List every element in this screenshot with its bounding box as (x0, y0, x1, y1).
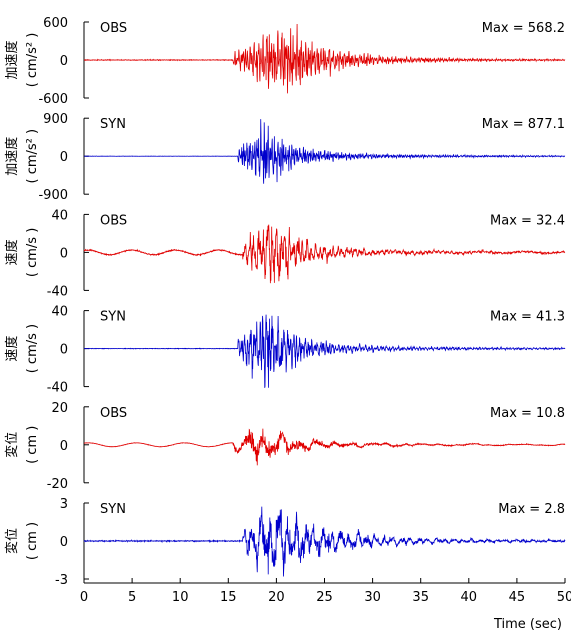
max-value-label: Max = 41.3 (490, 310, 565, 325)
x-tick-label: 35 (412, 590, 429, 605)
y-tick-label: 0 (60, 150, 68, 165)
x-tick-label: 45 (509, 590, 526, 605)
x-tick-label: 10 (172, 590, 189, 605)
x-axis: 0 5 10 15 20 25 30 35 40 45 50 Time (sec) (80, 578, 571, 632)
y-axis-unit: ( cm ) (25, 426, 40, 464)
y-tick-label: -20 (47, 477, 68, 492)
y-tick-label: 900 (43, 112, 68, 127)
y-axis-unit: ( cm/s ) (25, 228, 40, 277)
x-axis-label: Time (sec) (493, 617, 562, 632)
waveform-trace (83, 119, 566, 184)
y-axis-label: 加速度 (4, 137, 20, 176)
trace-kind-label: SYN (100, 117, 126, 132)
y-tick-label: 0 (60, 343, 68, 358)
waveform-trace (83, 24, 566, 94)
y-axis-label: 速度 (4, 336, 20, 362)
panel-4: 40 0 -40 SYN Max = 41.3 速度 ( cm/s ) (4, 305, 566, 396)
trace-kind-label: OBS (100, 21, 127, 36)
y-tick-label: 20 (51, 401, 68, 416)
trace-kind-label: OBS (100, 406, 127, 421)
panel-5: 20 0 -20 OBS Max = 10.8 変位 ( cm ) (4, 401, 566, 492)
x-tick-label: 40 (461, 590, 478, 605)
trace-kind-label: SYN (100, 502, 126, 517)
waveform-trace (83, 224, 566, 284)
waveform-trace (83, 428, 566, 466)
y-tick-label: -600 (38, 92, 68, 107)
y-axis-label: 速度 (4, 239, 20, 265)
panel-2: 900 0 -900 SYN Max = 877.1 加速度 ( cm/s² ) (4, 112, 566, 203)
x-tick-label: 20 (268, 590, 285, 605)
x-tick-label: 0 (80, 590, 88, 605)
y-tick-label: 0 (60, 535, 68, 550)
panel-3: 40 0 -40 OBS Max = 32.4 速度 ( cm/s ) (4, 208, 566, 299)
max-value-label: Max = 2.8 (498, 502, 565, 517)
y-axis-unit: ( cm/s² ) (25, 129, 40, 184)
trace-kind-label: SYN (100, 310, 126, 325)
y-axis-label: 変位 (4, 528, 20, 554)
panel-6: 3 0 -3 SYN Max = 2.8 変位 ( cm ) (4, 497, 566, 588)
panel-1: 600 0 -600 OBS Max = 568.2 加速度 ( cm/s² ) (4, 16, 566, 107)
max-value-label: Max = 32.4 (490, 213, 565, 228)
trace-kind-label: OBS (100, 213, 127, 228)
x-tick-label: 30 (364, 590, 381, 605)
y-tick-label: 0 (60, 439, 68, 454)
x-tick-label: 25 (316, 590, 333, 605)
y-axis-unit: ( cm/s ) (25, 324, 40, 373)
y-tick-label: 40 (51, 208, 68, 223)
y-tick-label: 40 (51, 305, 68, 320)
max-value-label: Max = 568.2 (482, 21, 565, 36)
y-tick-label: 3 (60, 497, 68, 512)
y-axis-unit: ( cm/s² ) (25, 33, 40, 88)
x-tick-label: 15 (220, 590, 237, 605)
y-tick-label: 0 (60, 54, 68, 69)
y-tick-label: -40 (47, 284, 68, 299)
y-tick-label: 0 (60, 246, 68, 261)
y-axis-unit: ( cm ) (25, 522, 40, 560)
y-axis-label: 変位 (4, 432, 20, 458)
waveform-trace (83, 506, 566, 577)
waveform-trace (83, 314, 566, 388)
x-tick-label: 5 (128, 590, 136, 605)
y-tick-label: -3 (55, 573, 68, 588)
max-value-label: Max = 877.1 (482, 117, 565, 132)
y-axis-label: 加速度 (4, 40, 20, 79)
y-tick-label: 600 (43, 16, 68, 31)
y-tick-label: -900 (38, 188, 68, 203)
y-tick-label: -40 (47, 381, 68, 396)
max-value-label: Max = 10.8 (490, 406, 565, 421)
x-tick-label: 50 (557, 590, 571, 605)
